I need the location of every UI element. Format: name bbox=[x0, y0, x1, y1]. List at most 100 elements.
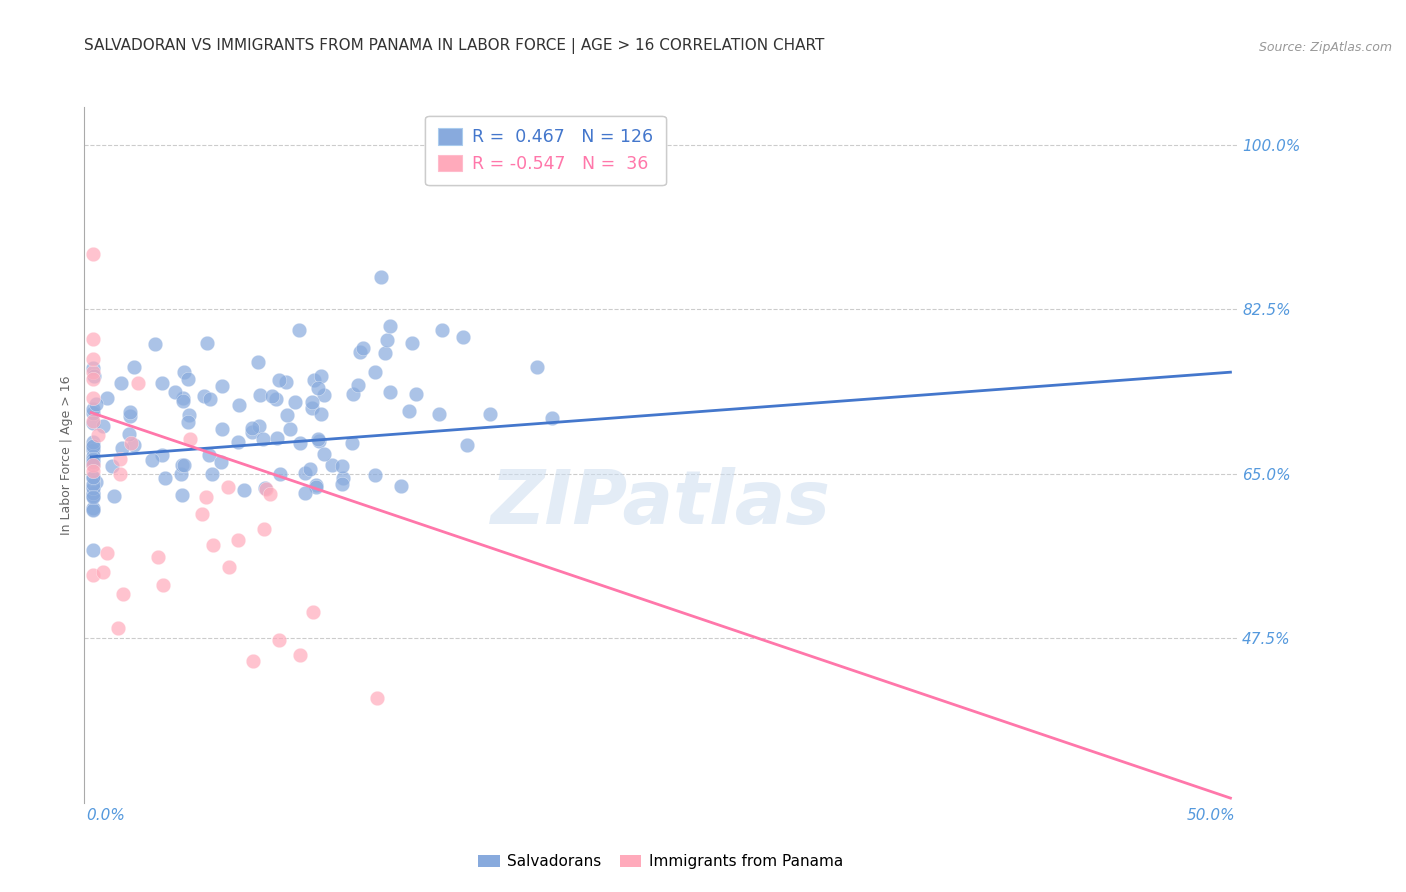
Point bbox=[177, 408, 200, 422]
Point bbox=[82, 458, 104, 473]
Point bbox=[374, 346, 396, 360]
Point bbox=[111, 441, 134, 455]
Point bbox=[198, 392, 221, 407]
Point bbox=[124, 359, 146, 374]
Point bbox=[82, 476, 104, 491]
Point bbox=[301, 605, 323, 619]
Point bbox=[456, 437, 478, 451]
Point bbox=[302, 373, 325, 387]
Point bbox=[150, 449, 173, 463]
Point bbox=[172, 391, 194, 405]
Point bbox=[82, 469, 104, 483]
Point bbox=[294, 485, 316, 500]
Point bbox=[201, 467, 224, 481]
Point bbox=[82, 365, 104, 379]
Point bbox=[307, 432, 329, 446]
Point bbox=[82, 351, 104, 366]
Point bbox=[195, 336, 218, 351]
Point bbox=[276, 408, 298, 422]
Point bbox=[378, 384, 401, 399]
Point bbox=[179, 432, 201, 446]
Point bbox=[96, 392, 118, 406]
Point bbox=[82, 502, 104, 516]
Legend: R =  0.467   N = 126, R = -0.547   N =  36: R = 0.467 N = 126, R = -0.547 N = 36 bbox=[426, 116, 665, 186]
Point bbox=[274, 375, 297, 389]
Point bbox=[150, 376, 173, 391]
Point bbox=[82, 455, 104, 469]
Point bbox=[366, 690, 388, 705]
Point bbox=[269, 467, 291, 482]
Point bbox=[217, 480, 239, 494]
Point bbox=[96, 546, 118, 560]
Point bbox=[82, 452, 104, 467]
Point bbox=[177, 372, 200, 386]
Point bbox=[432, 323, 454, 337]
Point bbox=[240, 425, 263, 439]
Point bbox=[82, 449, 104, 463]
Point bbox=[127, 376, 149, 391]
Point bbox=[82, 503, 104, 517]
Point bbox=[82, 332, 104, 346]
Point bbox=[226, 434, 249, 449]
Point bbox=[103, 490, 125, 504]
Point bbox=[288, 648, 311, 662]
Point bbox=[82, 442, 104, 457]
Point bbox=[191, 507, 214, 521]
Point bbox=[111, 587, 134, 601]
Point bbox=[349, 345, 371, 359]
Point bbox=[141, 453, 163, 467]
Point bbox=[143, 337, 166, 351]
Point bbox=[153, 471, 176, 485]
Point bbox=[259, 487, 281, 501]
Point bbox=[87, 428, 110, 442]
Point bbox=[82, 360, 104, 375]
Point bbox=[209, 455, 232, 469]
Point bbox=[253, 481, 276, 495]
Point bbox=[252, 432, 274, 446]
Point bbox=[194, 491, 217, 505]
Point bbox=[82, 439, 104, 453]
Point bbox=[82, 372, 104, 386]
Point bbox=[301, 401, 323, 415]
Point bbox=[375, 333, 398, 347]
Point bbox=[82, 464, 104, 478]
Point bbox=[170, 467, 193, 482]
Point bbox=[370, 269, 392, 284]
Point bbox=[526, 359, 548, 374]
Point bbox=[82, 480, 104, 494]
Point bbox=[198, 448, 221, 462]
Point bbox=[267, 633, 290, 648]
Point bbox=[211, 379, 233, 393]
Point bbox=[228, 398, 250, 412]
Point bbox=[364, 365, 387, 379]
Point bbox=[110, 376, 132, 391]
Point bbox=[308, 434, 330, 448]
Point bbox=[82, 391, 104, 405]
Point bbox=[240, 420, 263, 434]
Point bbox=[332, 471, 354, 485]
Point bbox=[233, 483, 256, 497]
Point bbox=[82, 416, 104, 430]
Point bbox=[254, 483, 277, 497]
Point bbox=[173, 458, 195, 472]
Point bbox=[82, 491, 104, 505]
Point bbox=[82, 458, 104, 472]
Point bbox=[451, 330, 474, 344]
Legend: Salvadorans, Immigrants from Panama: Salvadorans, Immigrants from Panama bbox=[472, 848, 849, 875]
Point bbox=[100, 459, 122, 474]
Point bbox=[405, 387, 427, 401]
Point bbox=[173, 365, 195, 379]
Point bbox=[218, 559, 240, 574]
Point bbox=[262, 389, 284, 403]
Point bbox=[246, 355, 269, 369]
Point bbox=[122, 437, 145, 451]
Point bbox=[305, 480, 328, 494]
Point bbox=[309, 369, 332, 384]
Point bbox=[84, 397, 107, 411]
Point bbox=[82, 471, 104, 485]
Point bbox=[82, 481, 104, 495]
Point bbox=[82, 406, 104, 420]
Point bbox=[252, 522, 274, 536]
Point bbox=[330, 459, 353, 474]
Point bbox=[342, 435, 364, 450]
